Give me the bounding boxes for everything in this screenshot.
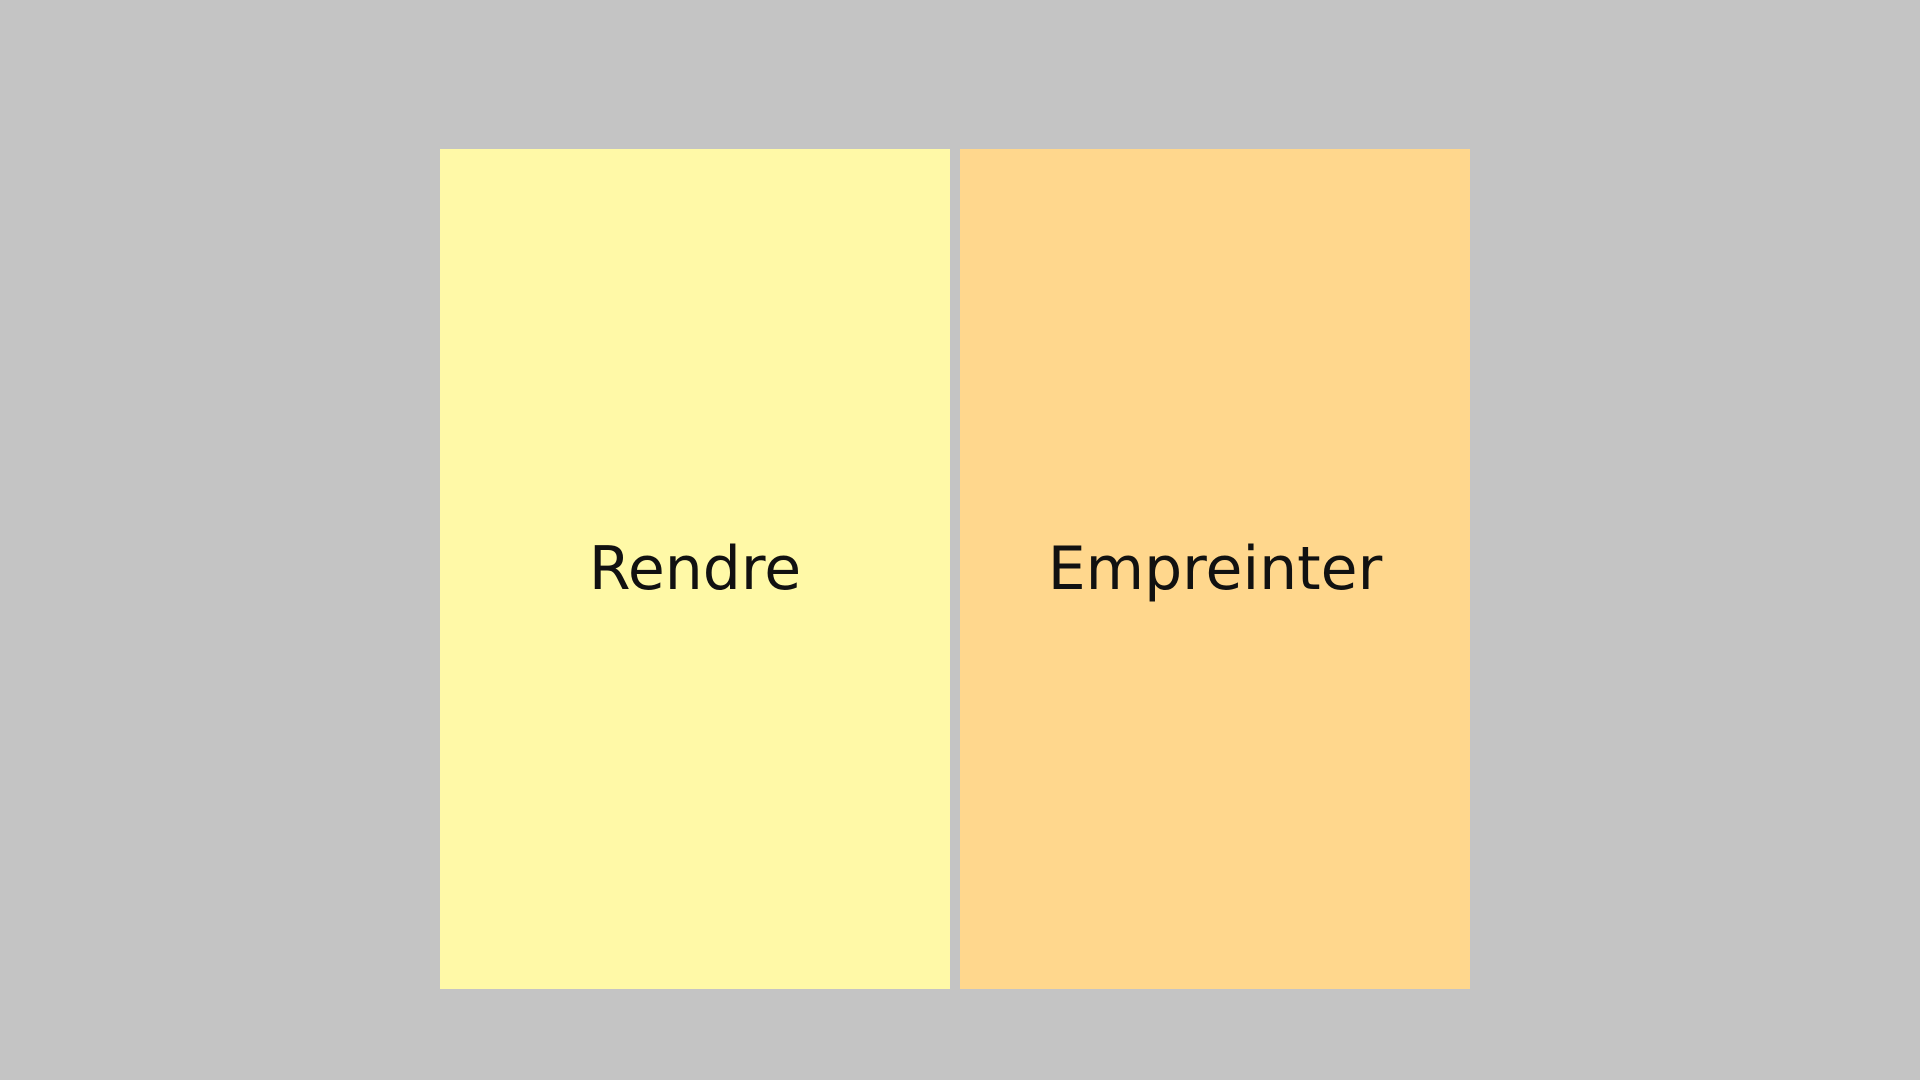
choice-card-empreinter[interactable]: Empreinter — [960, 149, 1470, 989]
choice-label-rendre: Rendre — [588, 534, 802, 604]
choice-label-empreinter: Empreinter — [1047, 534, 1383, 604]
choice-card-rendre[interactable]: Rendre — [440, 149, 950, 989]
